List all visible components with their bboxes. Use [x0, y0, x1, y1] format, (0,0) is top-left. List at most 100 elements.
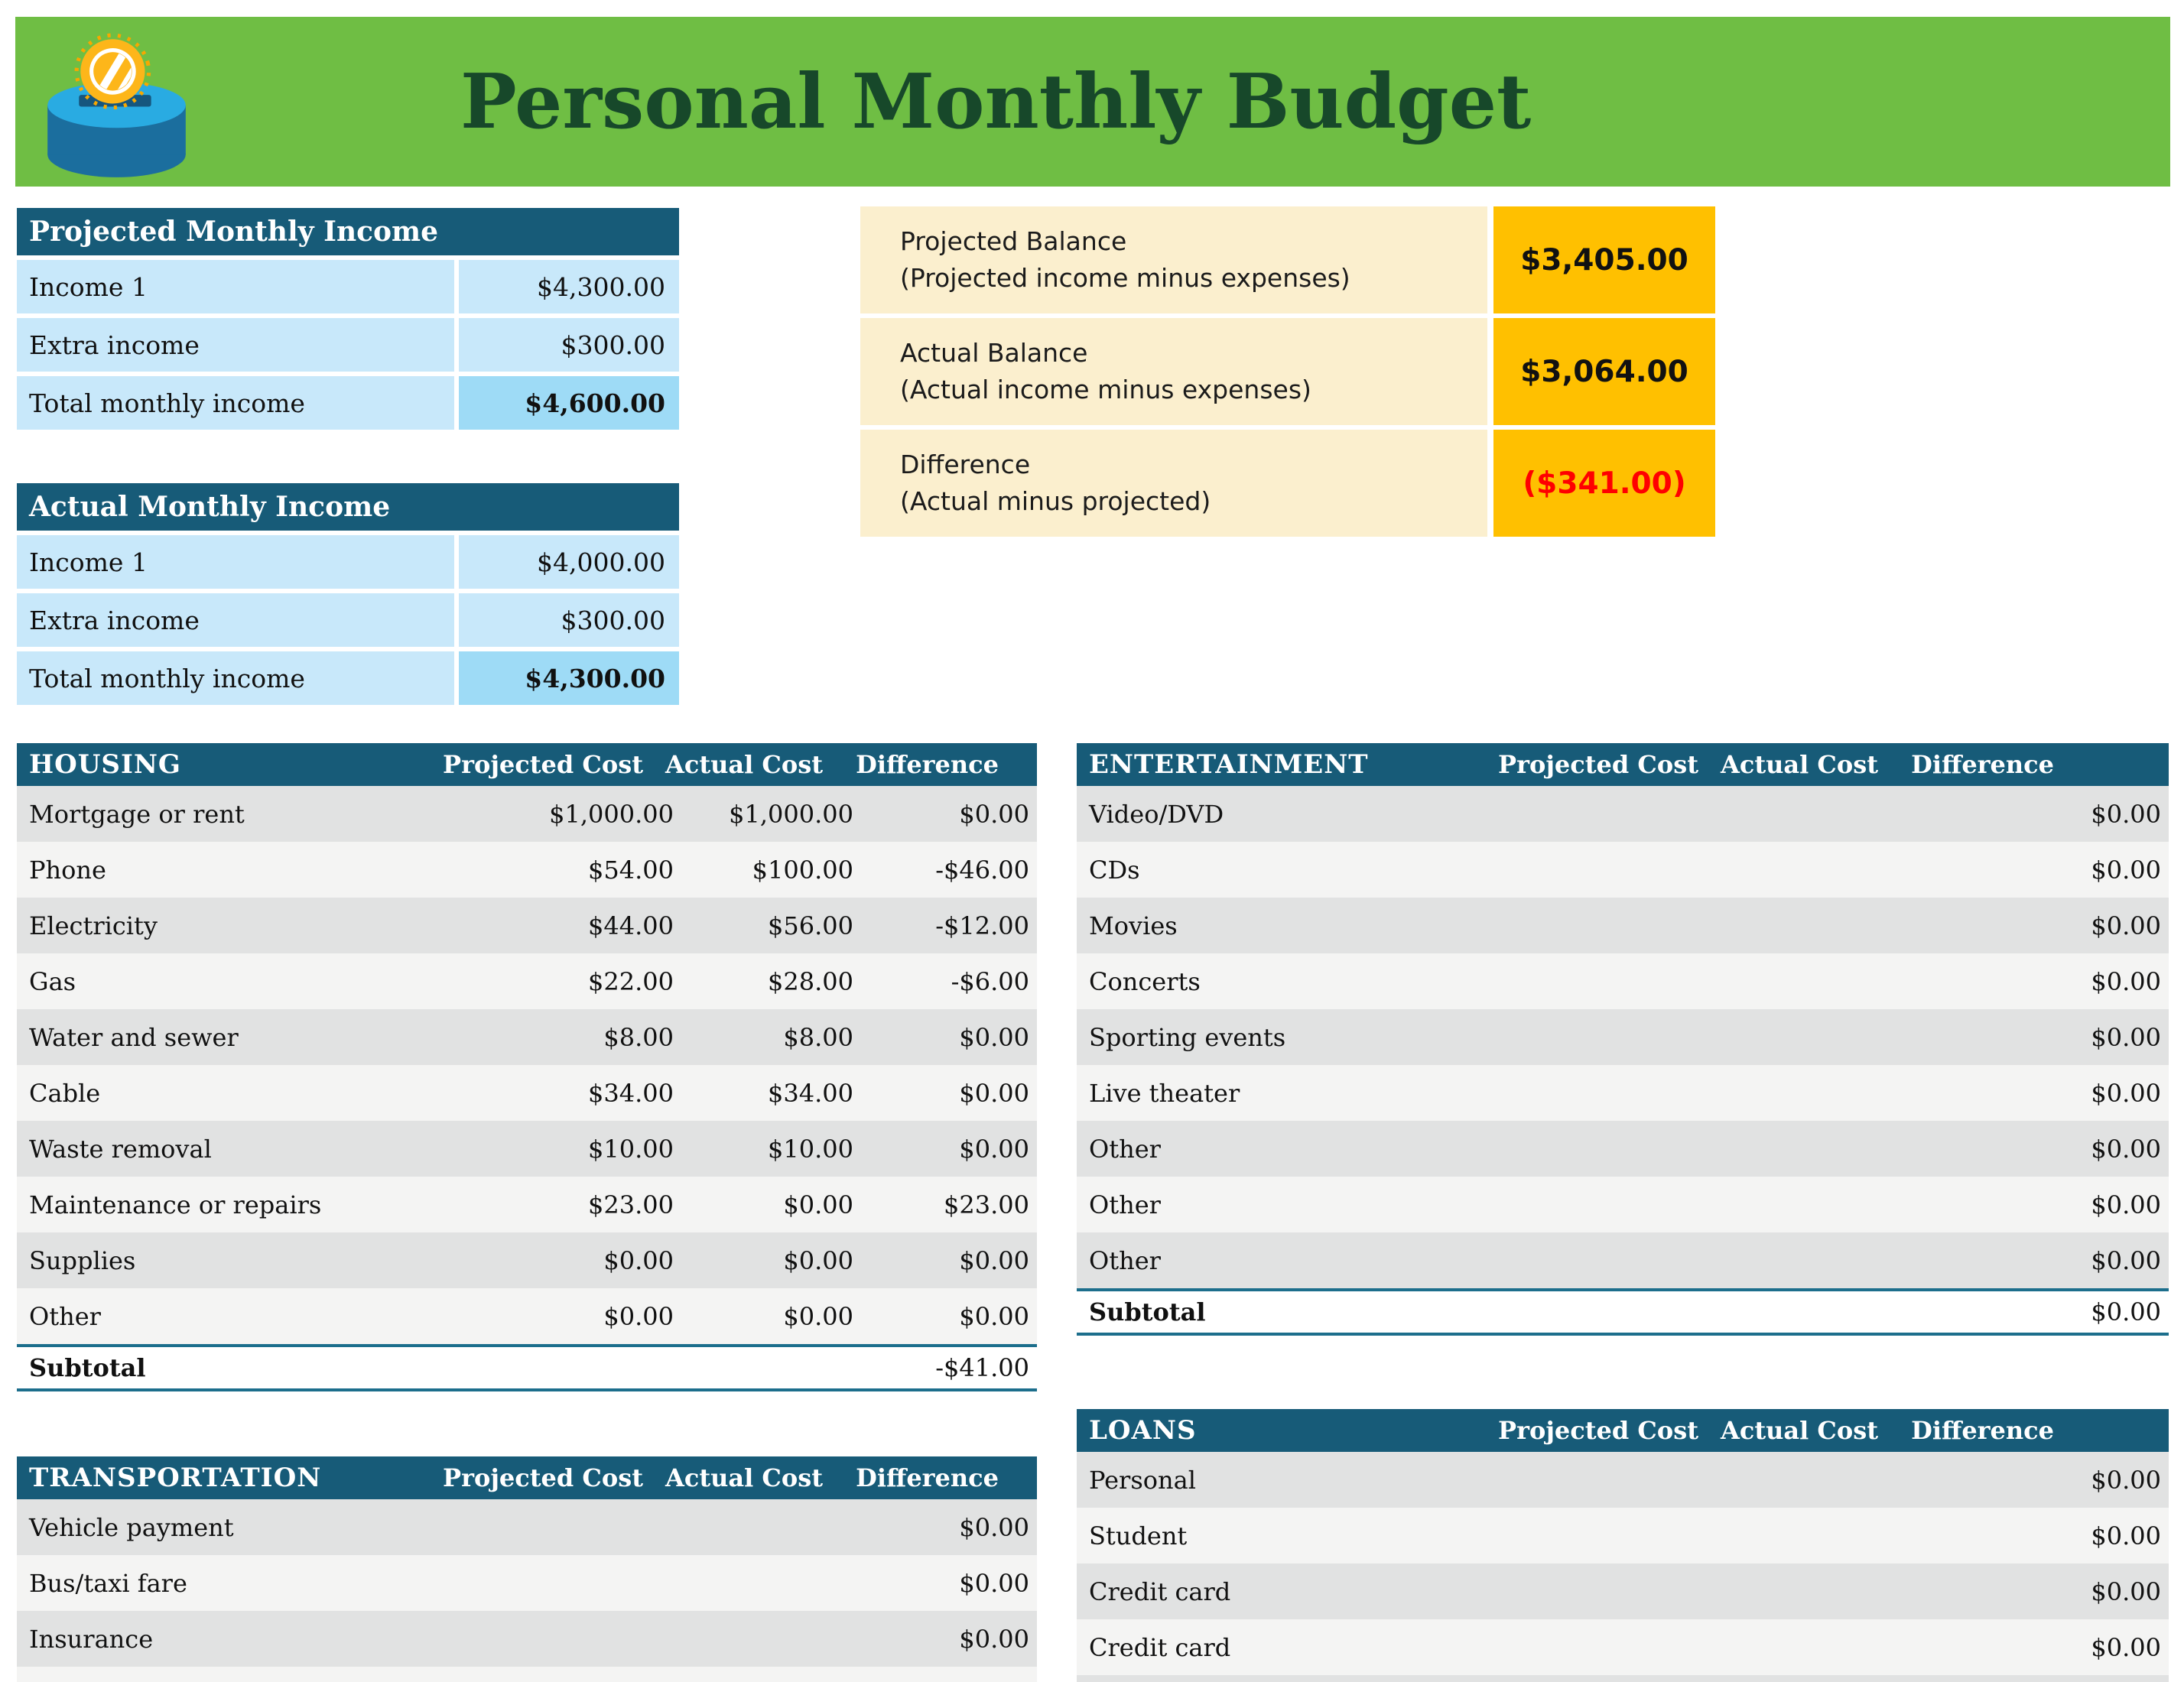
expense-difference-cell[interactable]: $0.00 — [959, 1568, 1029, 1598]
expense-item-label[interactable]: Other — [1089, 1245, 1161, 1275]
expense-projected-cell[interactable]: $44.00 — [588, 911, 674, 940]
expense-projected-cell[interactable]: $0.00 — [603, 1301, 674, 1331]
expense-projected-cell[interactable]: $8.00 — [603, 1022, 674, 1052]
expense-difference-cell[interactable]: $0.00 — [959, 1624, 1029, 1654]
income-row-value[interactable]: $4,000.00 — [459, 535, 679, 589]
expense-difference-cell[interactable]: -$12.00 — [935, 911, 1029, 940]
income-row-value[interactable]: $300.00 — [459, 318, 679, 372]
expense-projected-cell[interactable]: $0.00 — [603, 1245, 674, 1275]
expense-projected-cell[interactable]: $34.00 — [588, 1078, 674, 1108]
expense-difference-cell[interactable]: $0.00 — [2091, 1190, 2161, 1219]
expense-item-label[interactable]: Insurance — [29, 1624, 154, 1654]
expense-difference-cell[interactable]: -$6.00 — [951, 966, 1029, 996]
expense-actual-cell[interactable]: $8.00 — [783, 1022, 853, 1052]
expense-projected-cell[interactable]: $22.00 — [588, 966, 674, 996]
expense-item-label[interactable]: Concerts — [1089, 966, 1201, 996]
expense-item-label[interactable]: Other — [1089, 1190, 1161, 1219]
expense-difference-cell[interactable]: $0.00 — [959, 1022, 1029, 1052]
income-row-value[interactable]: $300.00 — [459, 593, 679, 647]
expense-difference-cell[interactable]: $0.00 — [2091, 1576, 2161, 1606]
loans-header[interactable]: LOANS Projected Cost Actual Cost Differe… — [1077, 1409, 2169, 1452]
expense-difference-cell[interactable]: $0.00 — [2091, 966, 2161, 996]
subtotal-label[interactable]: Subtotal — [29, 1353, 146, 1382]
transportation-header[interactable]: TRANSPORTATION Projected Cost Actual Cos… — [17, 1456, 1037, 1499]
summary-label[interactable]: Projected Balance (Projected income minu… — [860, 206, 1487, 313]
expense-item-label[interactable]: Personal — [1089, 1465, 1196, 1495]
expense-actual-cell[interactable]: $100.00 — [752, 855, 853, 885]
expense-item-label[interactable]: Bus/taxi fare — [29, 1568, 187, 1598]
income-row-label[interactable]: Income 1 — [17, 260, 454, 313]
expense-item-label[interactable]: Gas — [29, 966, 76, 996]
expense-item-label[interactable]: Electricity — [29, 911, 158, 940]
expense-difference-cell[interactable]: $0.00 — [2091, 1022, 2161, 1052]
expense-item-label[interactable]: Live theater — [1089, 1078, 1240, 1108]
income-row-label[interactable]: Total monthly income — [17, 376, 454, 430]
expense-projected-cell[interactable]: $10.00 — [588, 1134, 674, 1164]
expense-actual-cell[interactable]: $34.00 — [768, 1078, 853, 1108]
expense-actual-cell[interactable]: $0.00 — [783, 1245, 853, 1275]
expense-difference-cell[interactable]: $0.00 — [959, 799, 1029, 829]
expense-actual-cell[interactable]: $0.00 — [783, 1190, 853, 1219]
expense-difference-cell[interactable]: $0.00 — [2091, 1521, 2161, 1550]
expense-actual-cell[interactable]: $56.00 — [768, 911, 853, 940]
expense-difference-cell[interactable]: $0.00 — [2091, 1134, 2161, 1164]
expense-item-label[interactable]: Maintenance or repairs — [29, 1190, 322, 1219]
income-row-value[interactable]: $4,300.00 — [459, 651, 679, 705]
expense-actual-cell[interactable]: $0.00 — [783, 1301, 853, 1331]
expense-actual-cell[interactable]: $28.00 — [768, 966, 853, 996]
income-row-label[interactable]: Income 1 — [17, 535, 454, 589]
income-row-value[interactable]: $4,300.00 — [459, 260, 679, 313]
expense-difference-cell[interactable]: $0.00 — [959, 1078, 1029, 1108]
expense-item-label[interactable]: Student — [1089, 1521, 1188, 1550]
expense-item-label[interactable]: Phone — [29, 855, 106, 885]
expense-projected-cell[interactable]: $54.00 — [588, 855, 674, 885]
expense-item-label[interactable]: Sporting events — [1089, 1022, 1286, 1052]
expense-item-label[interactable]: Mortgage or rent — [29, 799, 245, 829]
expense-item-label[interactable]: Movies — [1089, 911, 1178, 940]
expense-actual-cell[interactable]: $1,000.00 — [729, 799, 853, 829]
subtotal-label[interactable]: Subtotal — [1089, 1297, 1206, 1326]
expense-item-label[interactable]: Other — [1089, 1134, 1161, 1164]
housing-header[interactable]: HOUSING Projected Cost Actual Cost Diffe… — [17, 743, 1037, 786]
expense-item-label[interactable]: Supplies — [29, 1245, 136, 1275]
expense-difference-cell[interactable]: $0.00 — [2091, 1245, 2161, 1275]
entertainment-header[interactable]: ENTERTAINMENT Projected Cost Actual Cost… — [1077, 743, 2169, 786]
expense-item-label[interactable]: Video/DVD — [1089, 799, 1224, 829]
summary-value[interactable]: $3,064.00 — [1493, 318, 1715, 425]
expense-item-label[interactable]: Credit card — [1089, 1576, 1231, 1606]
income-row-value[interactable]: $4,600.00 — [459, 376, 679, 430]
expense-difference-cell[interactable]: $0.00 — [2091, 855, 2161, 885]
expense-item-label[interactable]: Waste removal — [29, 1134, 212, 1164]
subtotal-difference-cell[interactable]: $0.00 — [2091, 1297, 2161, 1326]
expense-item-label[interactable]: CDs — [1089, 855, 1140, 885]
expense-difference-cell[interactable]: $23.00 — [944, 1190, 1029, 1219]
projected-income-header[interactable]: Projected Monthly Income — [17, 208, 679, 255]
expense-difference-cell[interactable]: $0.00 — [959, 1512, 1029, 1542]
summary-value[interactable]: ($341.00) — [1493, 430, 1715, 537]
expense-difference-cell[interactable]: $0.00 — [2091, 911, 2161, 940]
expense-item-label[interactable]: Water and sewer — [29, 1022, 239, 1052]
expense-difference-cell[interactable]: -$46.00 — [935, 855, 1029, 885]
expense-difference-cell[interactable]: $0.00 — [959, 1301, 1029, 1331]
expense-item-label[interactable]: Other — [29, 1301, 101, 1331]
income-row-label[interactable]: Extra income — [17, 593, 454, 647]
expense-difference-cell[interactable]: $0.00 — [2091, 799, 2161, 829]
income-row-label[interactable]: Extra income — [17, 318, 454, 372]
expense-difference-cell[interactable]: $0.00 — [959, 1134, 1029, 1164]
summary-label[interactable]: Actual Balance (Actual income minus expe… — [860, 318, 1487, 425]
summary-value[interactable]: $3,405.00 — [1493, 206, 1715, 313]
summary-label[interactable]: Difference (Actual minus projected) — [860, 430, 1487, 537]
expense-projected-cell[interactable]: $23.00 — [588, 1190, 674, 1219]
expense-difference-cell[interactable]: $0.00 — [959, 1245, 1029, 1275]
expense-item-label[interactable]: Cable — [29, 1078, 101, 1108]
expense-difference-cell[interactable]: $0.00 — [2091, 1078, 2161, 1108]
expense-difference-cell[interactable]: $0.00 — [2091, 1632, 2161, 1662]
expense-item-label[interactable]: Credit card — [1089, 1632, 1231, 1662]
expense-difference-cell[interactable]: $0.00 — [2091, 1465, 2161, 1495]
expense-item-label[interactable]: Vehicle payment — [29, 1512, 234, 1542]
actual-income-header[interactable]: Actual Monthly Income — [17, 483, 679, 531]
expense-actual-cell[interactable]: $10.00 — [768, 1134, 853, 1164]
income-row-label[interactable]: Total monthly income — [17, 651, 454, 705]
subtotal-difference-cell[interactable]: -$41.00 — [935, 1353, 1029, 1382]
expense-projected-cell[interactable]: $1,000.00 — [549, 799, 674, 829]
